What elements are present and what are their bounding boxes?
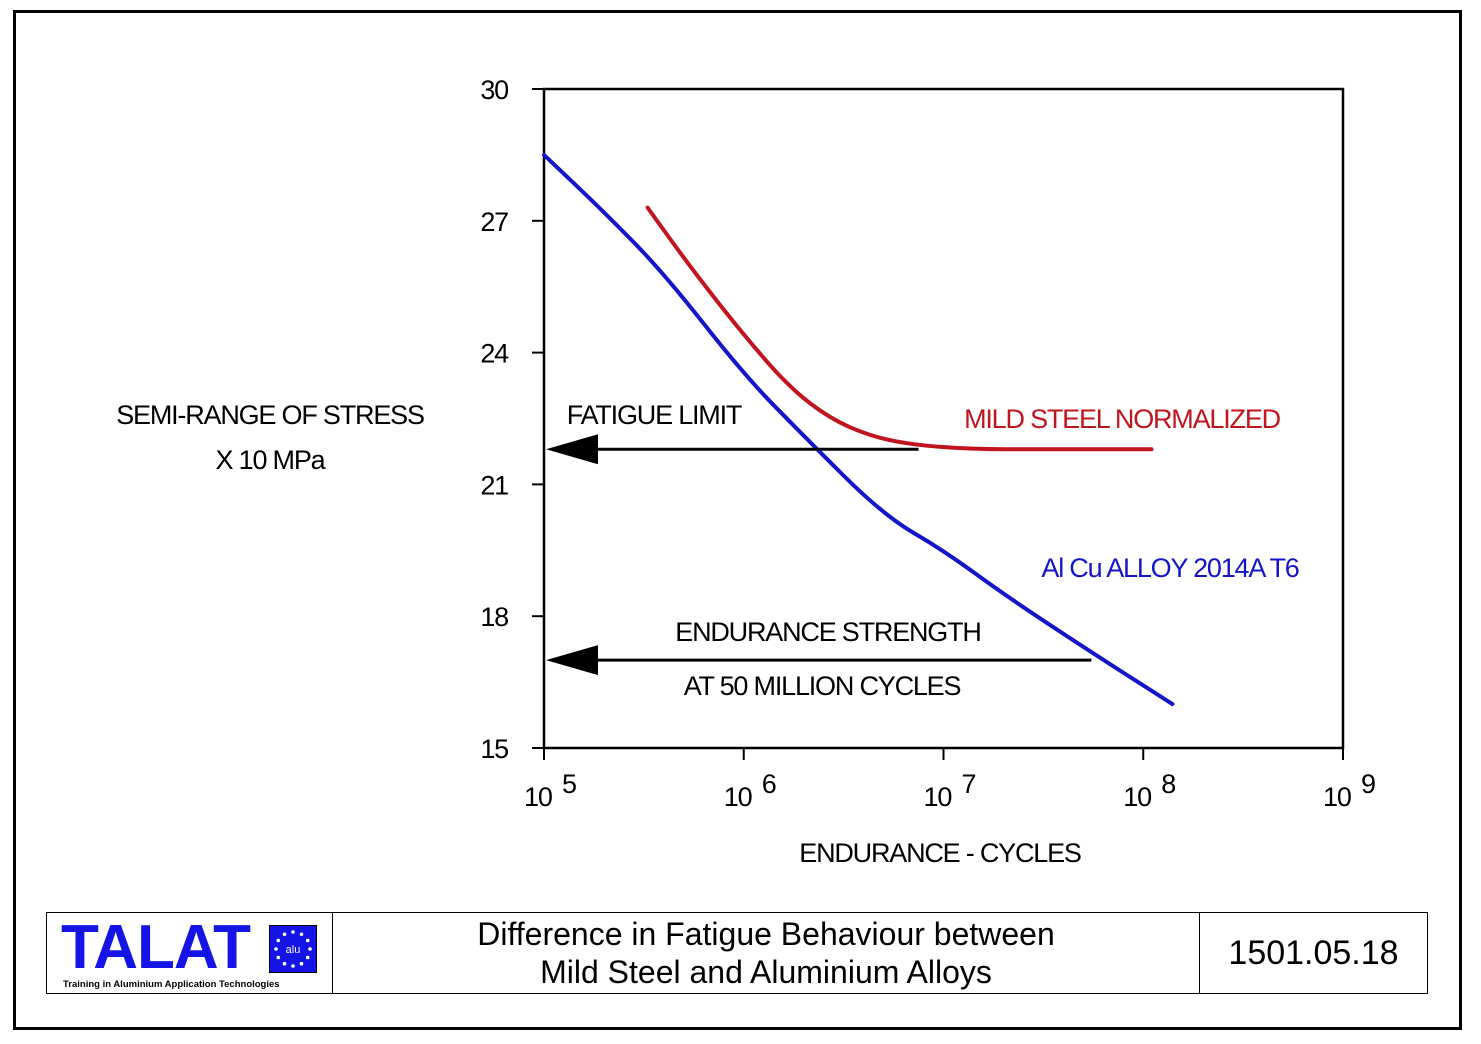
y-tick-label: 30 (480, 75, 508, 105)
endurance-strength-label-line1: ENDURANCE STRENGTH (675, 617, 980, 647)
x-tick-label: 10 (1323, 782, 1351, 812)
x-tick-exponent: 5 (562, 769, 576, 799)
x-tick-label: 10 (1123, 782, 1151, 812)
logo-star (305, 938, 310, 943)
series-label-mild-steel: MILD STEEL NORMALIZED (964, 404, 1281, 434)
logo-star (276, 955, 281, 960)
fatigue-limit-label: FATIGUE LIMIT (567, 400, 742, 430)
fatigue-limit-arrowhead (546, 434, 598, 465)
endurance-strength-label-line2: AT 50 MILLION CYCLES (684, 671, 961, 701)
logo-wordmark: TALAT (61, 913, 251, 982)
logo-star (305, 955, 310, 960)
logo-badge-text: alu (286, 944, 301, 956)
logo-star (274, 947, 278, 951)
logo-star (282, 932, 287, 937)
page-frame (13, 10, 1462, 1030)
logo-star (308, 947, 312, 951)
logo-star (299, 961, 304, 966)
logo-star (299, 932, 304, 937)
y-tick-label: 27 (480, 207, 508, 237)
logo-star (276, 938, 281, 943)
logo-star (291, 930, 295, 934)
figure-code: 1501.05.18 (1228, 933, 1399, 972)
x-tick-label: 10 (924, 782, 952, 812)
x-tick-label: 10 (724, 782, 752, 812)
y-tick-label: 21 (480, 470, 508, 500)
x-tick-exponent: 8 (1161, 769, 1175, 799)
y-axis-label-line2: X 10 MPa (215, 445, 326, 475)
x-axis-label: ENDURANCE - CYCLES (799, 838, 1081, 868)
x-tick-exponent: 6 (762, 769, 776, 799)
endurance-strength-arrowhead (546, 645, 598, 676)
logo-tagline: Training in Aluminium Application Techno… (63, 979, 280, 990)
y-tick-label: 18 (480, 602, 508, 632)
logo: TALAT alu Training in Aluminium Applicat… (47, 913, 333, 993)
figure-title: Difference in Fatigue Behaviour between … (333, 913, 1200, 993)
x-tick-label: 10 (524, 782, 552, 812)
x-tick-exponent: 7 (962, 769, 976, 799)
eu-stars-icon: alu (269, 925, 317, 973)
figure-title-line1: Difference in Fatigue Behaviour between (477, 916, 1055, 952)
y-axis-label-line1: SEMI-RANGE OF STRESS (116, 400, 425, 430)
logo-star (282, 961, 287, 966)
y-tick-label: 24 (480, 339, 509, 369)
series-line-mild-steel (645, 205, 1154, 452)
y-tick-label: 15 (480, 734, 508, 764)
title-block: TALAT alu Training in Aluminium Applicat… (46, 912, 1428, 994)
series-line-alcu-alloy (542, 152, 1175, 707)
x-tick-exponent: 9 (1361, 769, 1375, 799)
series-label-alcu-alloy: Al Cu ALLOY 2014A T6 (1041, 553, 1298, 583)
logo-star (291, 964, 295, 968)
figure-title-line2: Mild Steel and Aluminium Alloys (540, 954, 992, 990)
